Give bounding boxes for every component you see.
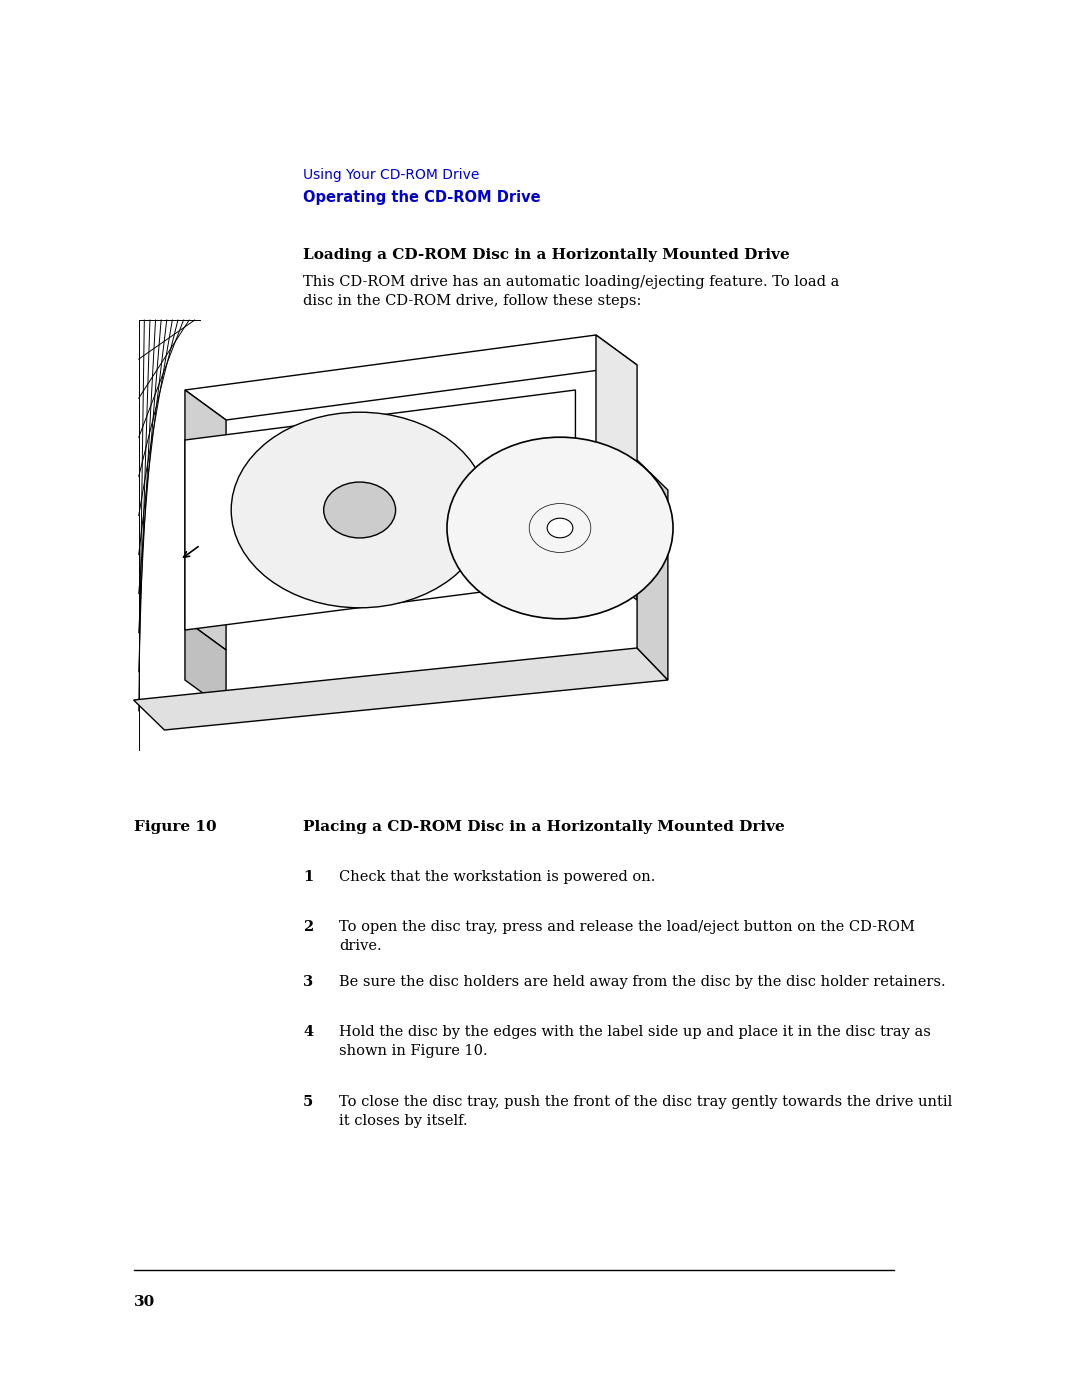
Polygon shape — [185, 335, 637, 420]
Polygon shape — [134, 648, 667, 731]
Text: This CD-ROM drive has an automatic loading/ejecting feature. To load a
disc in t: This CD-ROM drive has an automatic loadi… — [303, 275, 839, 309]
Polygon shape — [185, 390, 226, 650]
Polygon shape — [596, 335, 637, 599]
Text: Using Your CD-ROM Drive: Using Your CD-ROM Drive — [303, 168, 480, 182]
Text: Be sure the disc holders are held away from the disc by the disc holder retainer: Be sure the disc holders are held away f… — [339, 975, 946, 989]
Polygon shape — [185, 390, 576, 630]
Text: 4: 4 — [303, 1025, 313, 1039]
Text: To open the disc tray, press and release the load/eject button on the CD-ROM
dri: To open the disc tray, press and release… — [339, 921, 915, 954]
Text: 3: 3 — [303, 975, 313, 989]
Text: Operating the CD-ROM Drive: Operating the CD-ROM Drive — [303, 190, 541, 205]
Text: Check that the workstation is powered on.: Check that the workstation is powered on… — [339, 870, 656, 884]
Text: Loading a CD-ROM Disc in a Horizontally Mounted Drive: Loading a CD-ROM Disc in a Horizontally … — [303, 249, 789, 263]
Text: 30: 30 — [134, 1295, 154, 1309]
Text: 2: 2 — [303, 921, 313, 935]
Text: Figure 10: Figure 10 — [134, 820, 216, 834]
Text: 5: 5 — [303, 1095, 313, 1109]
Ellipse shape — [231, 412, 488, 608]
Polygon shape — [185, 620, 226, 710]
Ellipse shape — [548, 518, 572, 538]
Polygon shape — [637, 460, 667, 680]
Text: 1: 1 — [303, 870, 313, 884]
Text: Hold the disc by the edges with the label side up and place it in the disc tray : Hold the disc by the edges with the labe… — [339, 1025, 931, 1059]
Ellipse shape — [324, 482, 395, 538]
Text: Placing a CD-ROM Disc in a Horizontally Mounted Drive: Placing a CD-ROM Disc in a Horizontally … — [303, 820, 785, 834]
Ellipse shape — [447, 437, 673, 619]
Text: To close the disc tray, push the front of the disc tray gently towards the drive: To close the disc tray, push the front o… — [339, 1095, 953, 1129]
